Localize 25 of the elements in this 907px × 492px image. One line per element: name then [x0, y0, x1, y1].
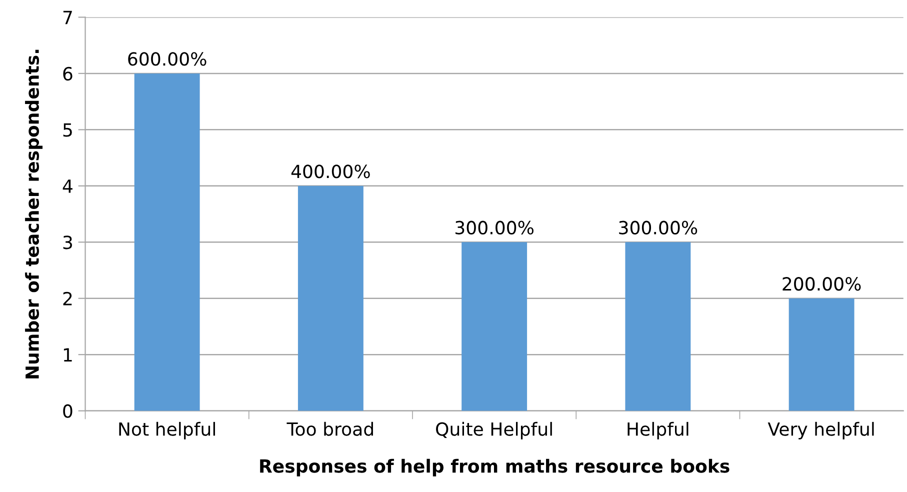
- data-label: 200.00%: [782, 277, 861, 291]
- x-tick-label: Helpful: [628, 422, 688, 440]
- data-label: 400.00%: [291, 164, 370, 178]
- x-tick-label: Not helpful: [119, 422, 215, 440]
- x-axis-title: Responses of help from maths resource books: [260, 458, 730, 476]
- bar: [625, 242, 691, 411]
- data-label: 300.00%: [456, 220, 534, 234]
- y-tick-label: 0: [63, 404, 72, 418]
- y-tick-label: 7: [63, 10, 72, 24]
- y-axis-title: Number of teacher respondents.: [25, 50, 43, 378]
- y-tick-label: 3: [63, 236, 72, 250]
- bar: [788, 298, 854, 411]
- x-tick-label: Too broad: [286, 422, 373, 436]
- bar: [462, 242, 528, 411]
- y-tick-label: 5: [63, 123, 72, 137]
- x-tick-label: Quite Helpful: [436, 422, 552, 440]
- y-tick-label: 1: [64, 348, 72, 362]
- data-label: 600.00%: [128, 52, 206, 66]
- x-tick-label: Very helpful: [768, 422, 874, 440]
- data-label: 300.00%: [619, 220, 698, 234]
- bar: [134, 73, 200, 411]
- y-tick-label: 6: [63, 66, 72, 81]
- y-tick-label: 2: [63, 292, 72, 306]
- bar: [298, 186, 364, 411]
- y-tick-label: 4: [62, 180, 72, 193]
